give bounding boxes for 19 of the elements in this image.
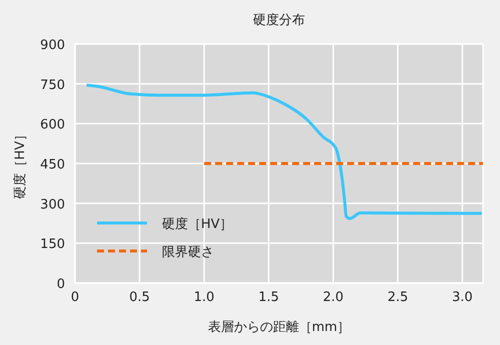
- x-tick-label: 3.0: [452, 290, 473, 305]
- x-tick-label: 1.5: [258, 290, 280, 305]
- y-axis-title: 硬度［HV］: [12, 128, 28, 199]
- y-tick-label: 900: [40, 38, 65, 53]
- y-tick-label: 450: [40, 158, 65, 172]
- x-tick-label: 0.5: [129, 290, 150, 305]
- y-tick-label: 150: [40, 237, 65, 252]
- x-tick-label: 0: [70, 290, 80, 305]
- x-tick-label: 1.0: [194, 290, 214, 305]
- x-tick-label: 2.5: [387, 290, 408, 305]
- y-tick-label: 750: [40, 78, 65, 93]
- x-tick-label: 2.0: [322, 290, 344, 305]
- x-axis-title: 表層からの距離［mm］: [208, 320, 350, 335]
- chart-title: 硬度分布: [253, 12, 305, 28]
- legend-label: 限界硬さ: [162, 245, 214, 260]
- y-tick-label: 300: [40, 197, 65, 212]
- legend-label: 硬度［HV］: [162, 216, 233, 232]
- y-tick-label: 0: [56, 277, 65, 292]
- y-tick-label: 600: [40, 118, 65, 133]
